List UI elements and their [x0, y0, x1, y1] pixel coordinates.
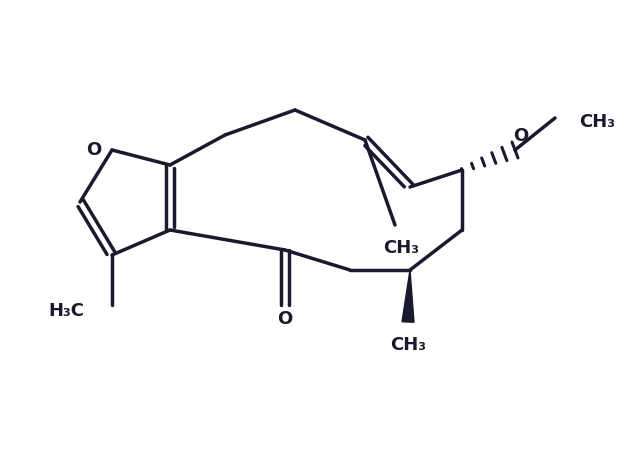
Text: O: O — [86, 141, 102, 159]
Polygon shape — [402, 270, 414, 322]
Text: O: O — [277, 310, 292, 328]
Text: CH₃: CH₃ — [579, 113, 615, 131]
Text: H₃C: H₃C — [48, 302, 84, 320]
Text: CH₃: CH₃ — [390, 336, 426, 354]
Text: O: O — [513, 127, 529, 145]
Text: CH₃: CH₃ — [383, 239, 419, 257]
